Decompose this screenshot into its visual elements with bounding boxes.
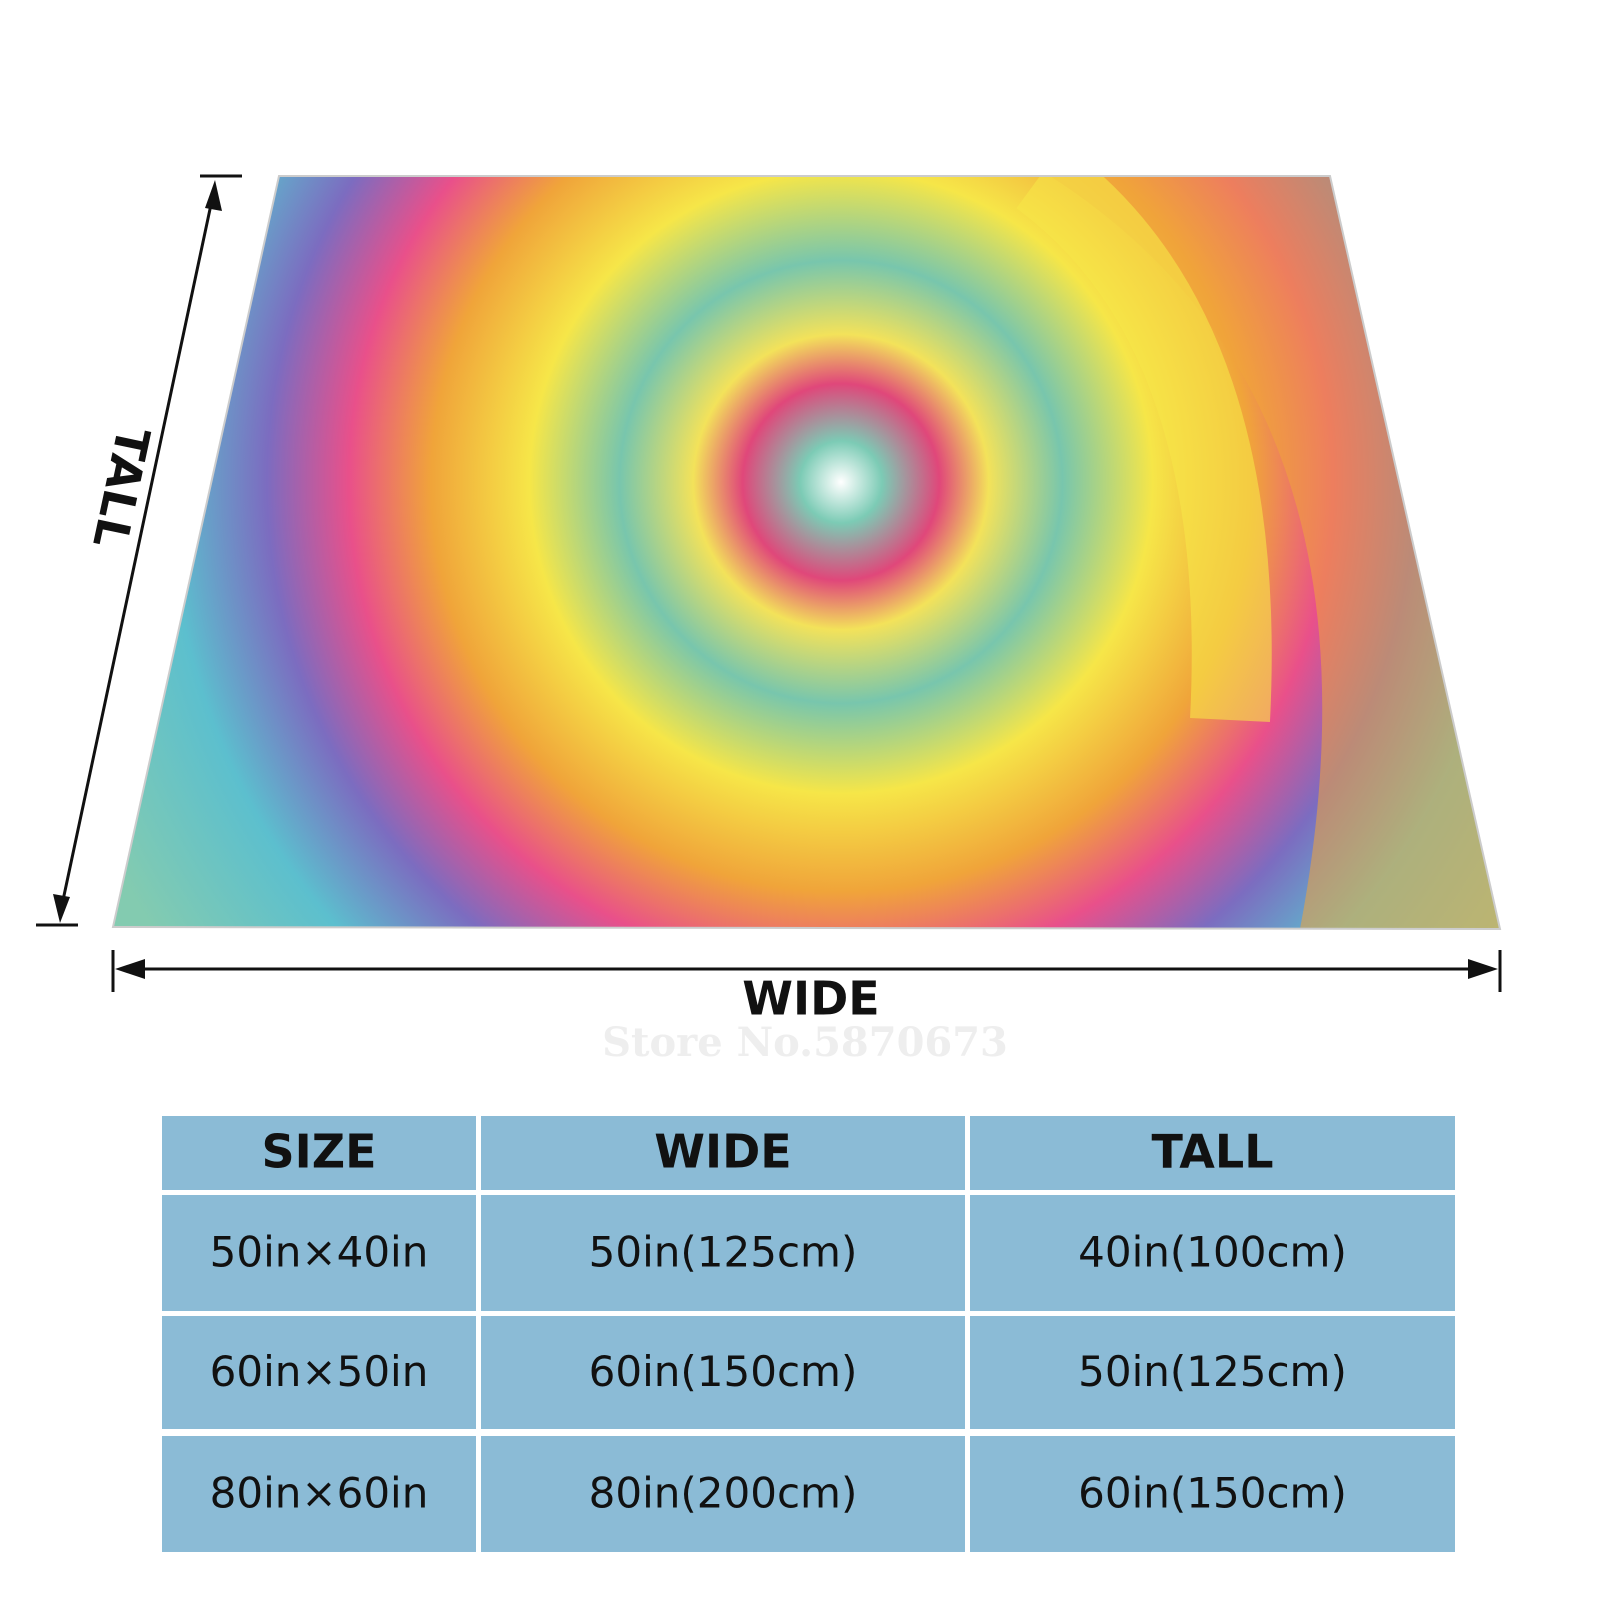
table-cell-text: 60in(150cm): [1078, 1469, 1347, 1518]
table-cell: [970, 1116, 1455, 1190]
blanket: [113, 176, 1500, 929]
table-cell: [162, 1195, 476, 1311]
table-cell: [970, 1436, 1455, 1552]
wide-arrow: [111, 950, 1502, 992]
blanket-edge: [111, 175, 1502, 931]
table-cell: [162, 1116, 476, 1190]
table-cell-text: 40in(100cm): [1078, 1228, 1347, 1277]
table-header: SIZE: [261, 1125, 376, 1179]
table-cell: [970, 1195, 1455, 1311]
table-cell: [481, 1195, 965, 1311]
table-cell-text: 50in(125cm): [589, 1228, 858, 1277]
table-cell: [162, 1316, 476, 1429]
table-cell: [481, 1116, 965, 1190]
watermark: Store No.5870673: [602, 1019, 1008, 1066]
table-cell: [970, 1316, 1455, 1429]
tall-label: TALL: [82, 422, 160, 553]
table-cell-text: 60in(150cm): [589, 1347, 858, 1396]
table-cell: [481, 1436, 965, 1552]
table-header: WIDE: [654, 1125, 791, 1179]
table-cell-text: 60in×50in: [210, 1347, 429, 1396]
table-cell-text: 80in×60in: [210, 1469, 429, 1518]
table-header: TALL: [1151, 1125, 1273, 1179]
table-cell: [481, 1316, 965, 1429]
table-cell-text: 50in×40in: [210, 1228, 429, 1277]
table-cell: [162, 1436, 476, 1552]
size-table: SIZE WIDE TALL 50in×40in 50in(125cm) 40in(100…: [162, 1116, 1455, 1552]
table-cell-text: 50in(125cm): [1078, 1347, 1347, 1396]
tall-arrow: [36, 174, 242, 927]
table-cell-text: 80in(200cm): [589, 1469, 858, 1518]
wide-label: WIDE: [742, 972, 879, 1026]
